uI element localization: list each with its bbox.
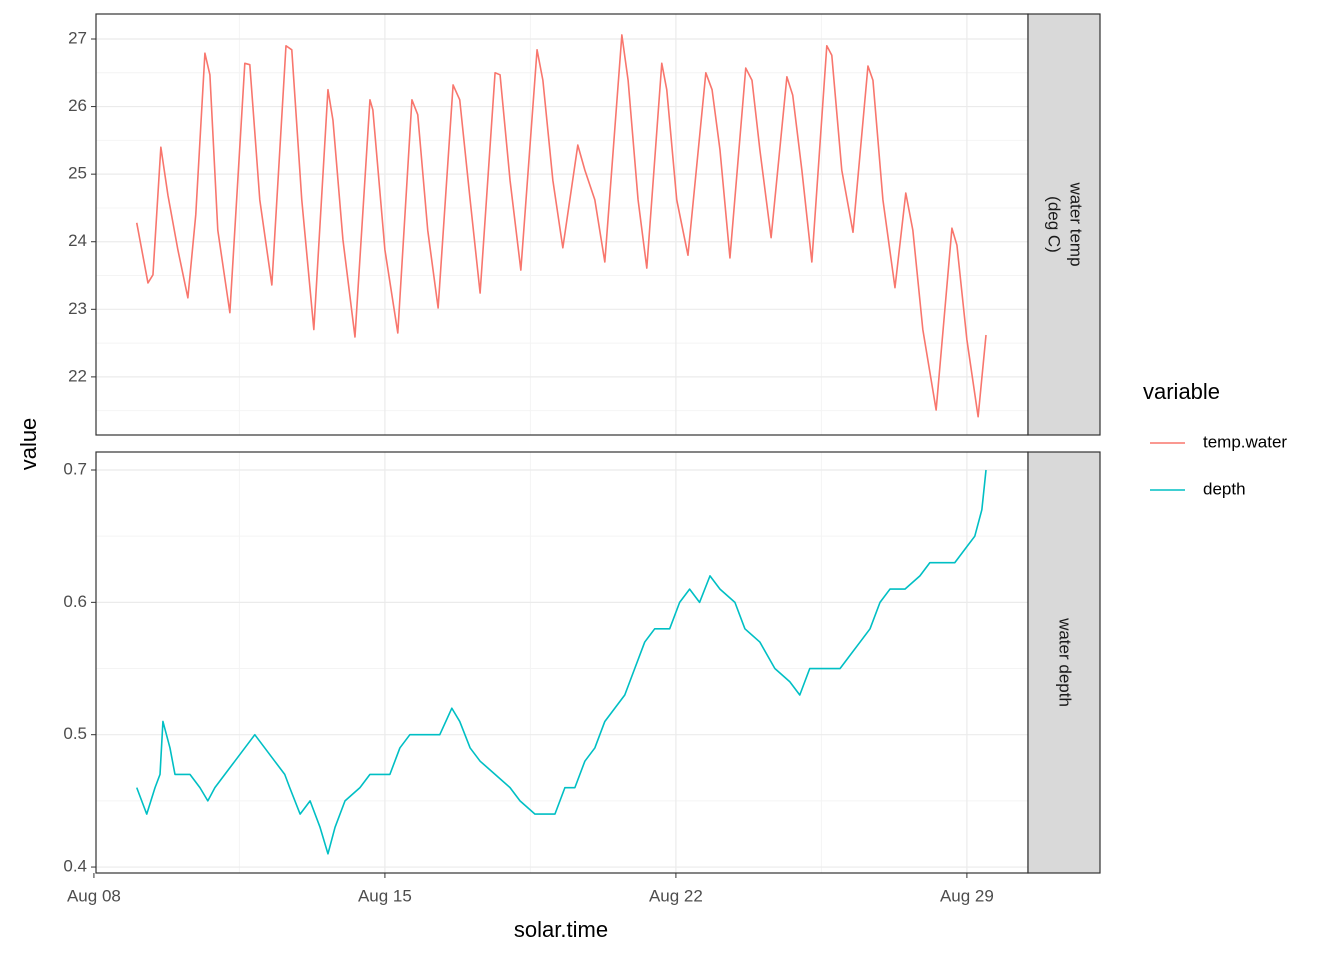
data-line	[135, 469, 987, 855]
x-tick-label: Aug 08	[67, 886, 121, 905]
data-line	[135, 34, 987, 418]
x-axis-title: solar.time	[514, 917, 608, 942]
legend-label: depth	[1203, 479, 1246, 498]
strip-text: water temp	[1067, 181, 1086, 266]
legend-title: variable	[1143, 379, 1220, 404]
y-tick-label: 22	[68, 366, 87, 385]
panel-background	[96, 452, 1028, 873]
y-tick-label: 25	[68, 164, 87, 183]
y-tick-label: 0.5	[63, 724, 87, 743]
x-tick-label: Aug 15	[358, 886, 412, 905]
y-axis-title: value	[16, 418, 41, 471]
y-tick-label: 26	[68, 96, 87, 115]
y-tick-label: 0.4	[63, 857, 87, 876]
strip-text: (deg C)	[1045, 196, 1064, 253]
y-tick-label: 0.6	[63, 592, 87, 611]
strip	[1027, 451, 1101, 874]
y-tick-label: 0.7	[63, 459, 87, 478]
strip-text: water depth	[1056, 617, 1075, 707]
strip	[1027, 13, 1101, 436]
x-tick-label: Aug 22	[649, 886, 703, 905]
x-tick-label: Aug 29	[940, 886, 994, 905]
y-tick-label: 27	[68, 28, 87, 47]
y-tick-label: 23	[68, 299, 87, 318]
legend-label: temp.water	[1203, 432, 1287, 451]
y-tick-label: 24	[68, 231, 87, 250]
